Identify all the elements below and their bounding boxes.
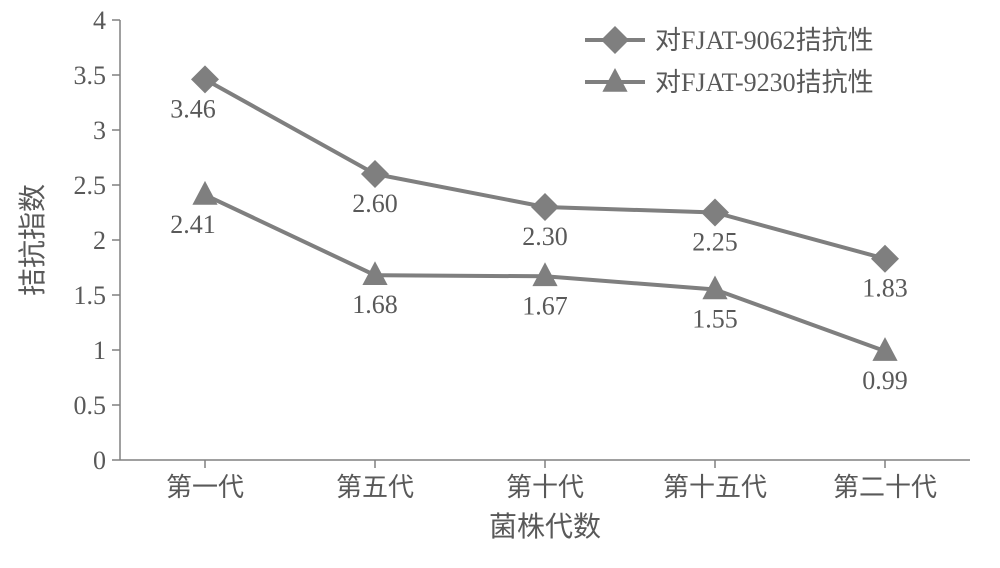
y-tick-label: 0.5	[74, 391, 107, 420]
y-tick-label: 0	[93, 446, 106, 475]
y-tick-label: 2	[93, 226, 106, 255]
y-tick-label: 3.5	[74, 61, 107, 90]
diamond-marker	[191, 65, 219, 93]
data-label: 1.83	[862, 274, 908, 303]
data-label: 2.25	[692, 228, 738, 257]
x-axis-title: 菌株代数	[489, 511, 601, 543]
y-axis-title: 拮抗指数	[17, 184, 49, 296]
x-tick-label: 第五代	[336, 473, 414, 502]
x-tick-label: 第十五代	[663, 473, 767, 502]
line-chart: 0 0.5 1 1.5 2 2.5 3 3.5 4 拮抗指数第一代 第五代 第十代 第十五代 第二十代菌株…	[0, 0, 1000, 568]
triangle-marker	[192, 181, 217, 205]
data-label: 2.60	[352, 189, 398, 218]
triangle-marker	[602, 68, 627, 92]
data-label: 1.55	[692, 305, 738, 334]
data-label: 1.68	[352, 290, 398, 319]
x-tick-label: 第二十代	[833, 473, 937, 502]
chart-container: 0 0.5 1 1.5 2 2.5 3 3.5 4 拮抗指数第一代 第五代 第十代 第十五代 第二十代菌株…	[0, 0, 1000, 568]
data-label: 2.41	[170, 210, 216, 239]
triangle-marker	[532, 262, 557, 286]
legend-label: 对FJAT-9062拮抗性	[655, 26, 874, 55]
data-label: 1.67	[522, 291, 568, 320]
y-tick-label: 2.5	[74, 171, 107, 200]
y-tick-label: 1.5	[74, 281, 107, 310]
y-tick-label: 1	[93, 336, 106, 365]
diamond-marker	[361, 160, 389, 188]
y-tick-label: 3	[93, 116, 106, 145]
data-label: 0.99	[862, 366, 908, 395]
y-tick-label: 4	[93, 6, 106, 35]
diamond-marker	[701, 199, 729, 227]
diamond-marker	[601, 26, 629, 54]
x-tick-label: 第一代	[166, 473, 244, 502]
data-label: 2.30	[522, 222, 568, 251]
data-label: 3.46	[170, 94, 216, 123]
diamond-marker	[871, 245, 899, 273]
diamond-marker	[531, 193, 559, 221]
legend-label: 对FJAT-9230拮抗性	[655, 68, 874, 97]
x-tick-label: 第十代	[506, 473, 584, 502]
